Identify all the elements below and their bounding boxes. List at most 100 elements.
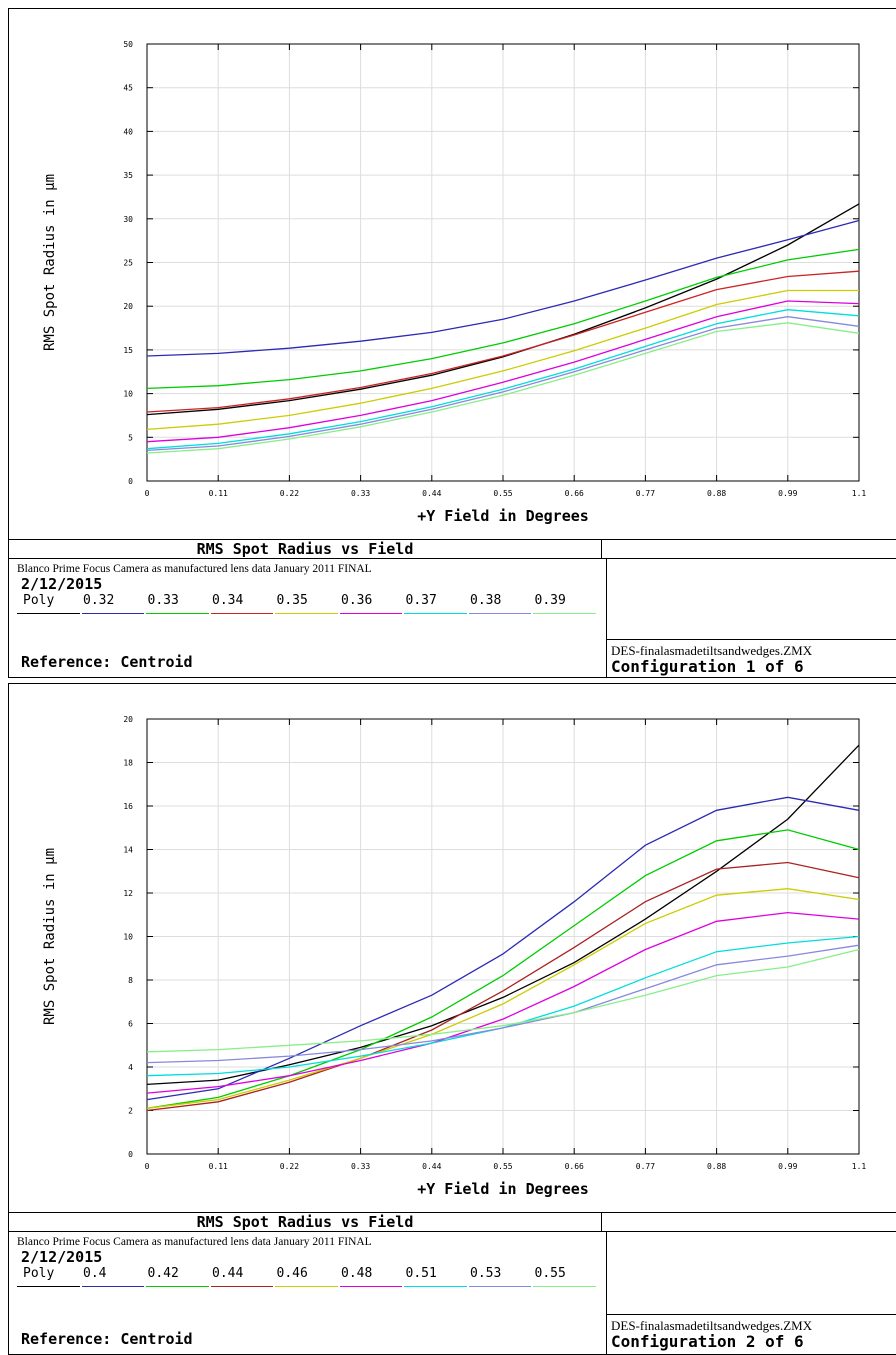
series-line-0.53 (146, 944, 860, 1064)
file-name: DES-finalasmadetiltsandwedges.ZMX (611, 1318, 813, 1333)
x-tick-label: 0.99 (778, 489, 797, 498)
series-line-0.34 (146, 270, 860, 413)
y-tick-label: 6 (128, 1020, 133, 1029)
y-tick-label: 45 (123, 84, 133, 93)
legend-label: 0.42 (147, 1266, 179, 1281)
y-tick-label: 0 (128, 1150, 133, 1159)
x-tick-label: 0.77 (636, 489, 655, 498)
legend-swatch (146, 613, 209, 614)
series-line-0.48 (146, 911, 860, 1094)
series-line-0.36 (146, 300, 860, 443)
y-tick-label: 4 (128, 1063, 133, 1072)
series-line-0.33 (146, 248, 860, 390)
x-tick-label: 0.77 (636, 1162, 655, 1171)
legend-swatch (210, 613, 273, 614)
y-tick-label: 40 (123, 127, 133, 136)
x-axis-label: +Y Field in Degrees (417, 1180, 589, 1198)
chart-info-right: DES-finalasmadetiltsandwedges.ZMX Config… (607, 1232, 896, 1354)
chart-caption: RMS Spot Radius vs Field (9, 1213, 602, 1231)
legend-label: Poly (23, 593, 55, 608)
x-tick-label: 0.44 (422, 489, 441, 498)
y-tick-label: 25 (123, 259, 133, 268)
x-axis-label: +Y Field in Degrees (417, 507, 589, 525)
legend-swatch (275, 1286, 338, 1287)
y-tick-label: 10 (123, 390, 133, 399)
y-tick-label: 5 (128, 433, 133, 442)
file-name: DES-finalasmadetiltsandwedges.ZMX (611, 643, 813, 658)
x-tick-label: 0 (145, 489, 150, 498)
y-tick-label: 18 (123, 759, 133, 768)
reference-label: Reference: Centroid (21, 1330, 193, 1348)
x-tick-label: 0.22 (280, 489, 299, 498)
x-tick-label: 0.88 (707, 489, 726, 498)
lens-description: Blanco Prime Focus Camera as manufacture… (17, 563, 372, 575)
legend-swatch (468, 1286, 531, 1287)
series-line-Poly (146, 744, 860, 1086)
x-tick-label: 0.22 (280, 1162, 299, 1171)
lens-description: Blanco Prime Focus Camera as manufacture… (17, 1236, 372, 1248)
x-tick-label: 0.66 (565, 1162, 584, 1171)
series-line-0.35 (146, 289, 859, 431)
legend-label: 0.32 (83, 593, 115, 608)
legend-swatch (210, 1286, 273, 1287)
legend-label: 0.35 (276, 593, 308, 608)
chart-caption-bar: RMS Spot Radius vs Field (9, 1212, 896, 1232)
legend-swatch (81, 1286, 144, 1287)
y-tick-label: 15 (123, 346, 133, 355)
legend-swatch (404, 613, 467, 614)
y-tick-label: 0 (128, 477, 133, 486)
legend-label: 0.44 (212, 1266, 244, 1281)
x-tick-label: 0.33 (351, 1162, 370, 1171)
y-tick-label: 20 (123, 302, 133, 311)
legend-label: 0.51 (405, 1266, 437, 1281)
x-tick-label: 0.55 (493, 1162, 512, 1171)
legend-swatch (533, 1286, 596, 1287)
legend-label: 0.53 (470, 1266, 502, 1281)
legend-label: 0.46 (276, 1266, 308, 1281)
x-tick-label: 0.11 (209, 489, 228, 498)
legend-swatch (339, 613, 402, 614)
legend-swatch (533, 613, 596, 614)
legend-label: 0.55 (534, 1266, 566, 1281)
x-tick-label: 0.88 (707, 1162, 726, 1171)
series-line-0.39 (146, 322, 860, 454)
y-tick-label: 2 (128, 1107, 133, 1116)
legend-label: 0.34 (212, 593, 244, 608)
x-tick-label: 0.66 (565, 489, 584, 498)
series-line-0.46 (146, 888, 860, 1109)
x-tick-label: 0.44 (422, 1162, 441, 1171)
x-tick-label: 0 (145, 1162, 150, 1171)
x-tick-label: 1.1 (852, 1162, 867, 1171)
configuration-label: Configuration 2 of 6 (611, 1332, 804, 1351)
y-tick-label: 8 (128, 976, 133, 985)
y-tick-label: 14 (123, 846, 133, 855)
legend-swatch (17, 613, 80, 614)
y-tick-label: 16 (123, 802, 133, 811)
chart-date: 2/12/2015 (21, 1248, 103, 1266)
legend-label: 0.36 (341, 593, 373, 608)
y-tick-label: 50 (123, 40, 133, 49)
y-tick-label: 30 (123, 215, 133, 224)
legend-label: 0.33 (147, 593, 179, 608)
y-axis-label: RMS Spot Radius in µm (42, 174, 58, 351)
series-line-0.42 (146, 829, 860, 1109)
reference-label: Reference: Centroid (21, 653, 193, 671)
series-line-0.37 (146, 309, 860, 450)
series-line-0.44 (146, 861, 860, 1112)
y-tick-label: 35 (123, 171, 133, 180)
y-tick-label: 12 (123, 889, 133, 898)
series-line-0.55 (146, 948, 860, 1053)
chart-caption-bar: RMS Spot Radius vs Field (9, 539, 896, 559)
info-divider (607, 639, 896, 640)
x-tick-label: 0.99 (778, 1162, 797, 1171)
x-tick-label: 0.33 (351, 489, 370, 498)
series-line-Poly (146, 203, 860, 416)
chart-caption: RMS Spot Radius vs Field (9, 540, 602, 558)
chart-info-left: Blanco Prime Focus Camera as manufacture… (9, 559, 607, 677)
chart-plot-2: 0 0.11 0.22 0.33 0.44 0.55 0.66 0.77 0.88 0.99 1.1… (42, 715, 867, 1198)
legend-label: 0.39 (534, 593, 566, 608)
y-tick-label: 20 (123, 715, 133, 724)
chart-plot-1: 0 0.11 0.22 0.33 0.44 0.55 0.66 0.77 0.88 0.99 1.1… (42, 40, 866, 525)
x-tick-label: 0.55 (493, 489, 512, 498)
y-tick-label: 10 (123, 933, 133, 942)
